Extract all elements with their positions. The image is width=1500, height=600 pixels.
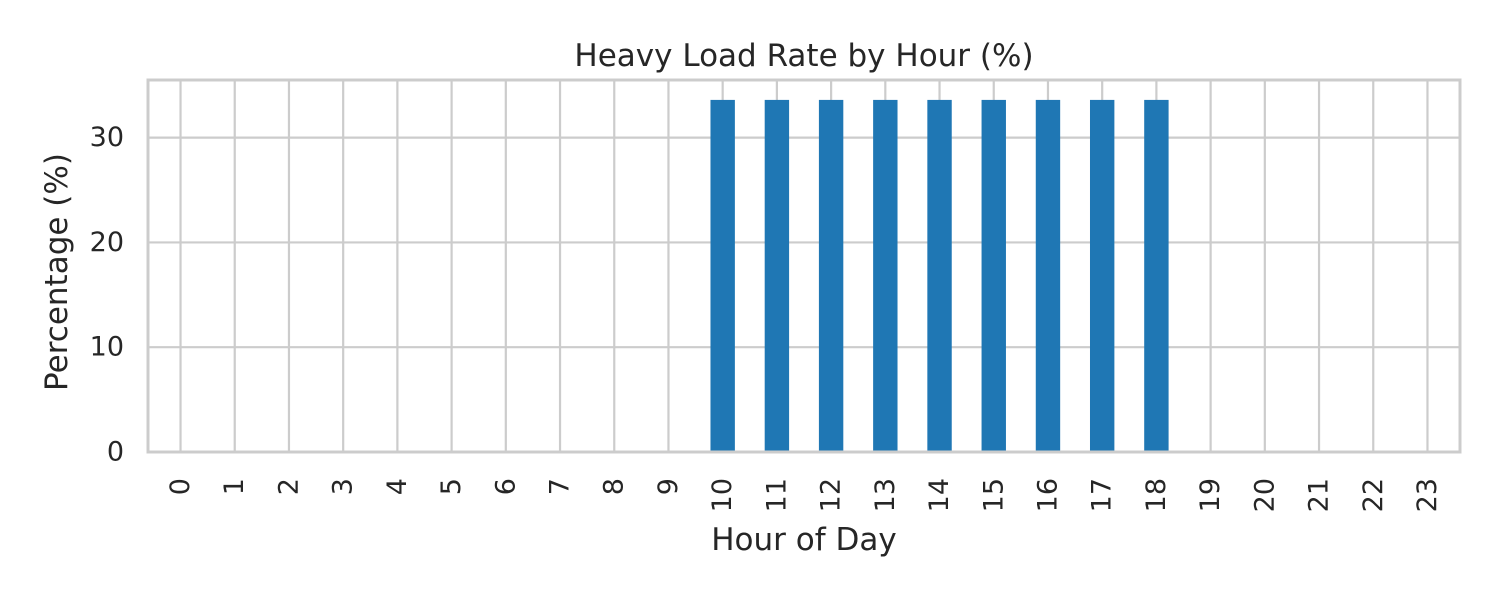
x-tick-label: 4 <box>382 478 413 495</box>
x-tick-labels: 0 1 2 3 4 5 6 7 8 9 10 11 12 13 14 15 16 17 18 19 20 21 22 23 <box>165 478 1443 512</box>
y-axis-label: Percentage (%) <box>39 153 75 391</box>
bar-hour-10 <box>710 99 735 453</box>
bar-hour-13 <box>873 99 898 453</box>
x-tick-label: 2 <box>273 478 304 495</box>
x-tick-label: 12 <box>816 478 847 512</box>
bar-hour-12 <box>818 99 844 453</box>
y-tick-label: 0 <box>107 437 124 468</box>
x-tick-label: 1 <box>219 478 250 495</box>
bar-hour-18 <box>1144 99 1169 453</box>
x-axis-label: Hour of Day <box>711 522 896 558</box>
bar-hour-16 <box>1035 99 1061 453</box>
x-tick-label: 18 <box>1141 478 1172 512</box>
x-tick-label: 6 <box>490 478 521 495</box>
x-tick-label: 21 <box>1304 478 1335 512</box>
bars <box>710 99 1169 453</box>
bar-hour-17 <box>1089 99 1115 453</box>
x-tick-label: 3 <box>328 478 359 495</box>
x-tick-label: 8 <box>599 478 630 495</box>
x-tick-label: 9 <box>653 478 684 495</box>
x-tick-label: 20 <box>1249 478 1280 512</box>
bar-hour-14 <box>927 99 952 453</box>
x-tick-label: 17 <box>1087 478 1118 512</box>
x-tick-label: 10 <box>707 478 738 512</box>
x-tick-label: 5 <box>436 478 467 495</box>
x-tick-label: 19 <box>1195 478 1226 512</box>
x-tick-label: 14 <box>924 478 955 512</box>
x-tick-label: 0 <box>165 478 196 495</box>
x-tick-label: 23 <box>1412 478 1443 512</box>
x-tick-label: 15 <box>978 478 1009 512</box>
grid-lines <box>148 80 1460 454</box>
y-tick-label: 10 <box>90 332 124 363</box>
x-tick-label: 7 <box>545 478 576 495</box>
chart-title: Heavy Load Rate by Hour (%) <box>574 38 1033 74</box>
y-tick-labels: 0 10 20 30 <box>90 122 124 467</box>
y-tick-label: 20 <box>90 227 124 258</box>
x-tick-label: 13 <box>870 478 901 512</box>
x-tick-label: 16 <box>1032 478 1063 512</box>
y-tick-label: 30 <box>90 122 124 153</box>
x-tick-label: 22 <box>1358 478 1389 512</box>
bar-hour-15 <box>981 99 1006 453</box>
bar-hour-11 <box>764 99 790 453</box>
plot-frame <box>146 78 1462 454</box>
x-tick-label: 11 <box>761 478 792 512</box>
